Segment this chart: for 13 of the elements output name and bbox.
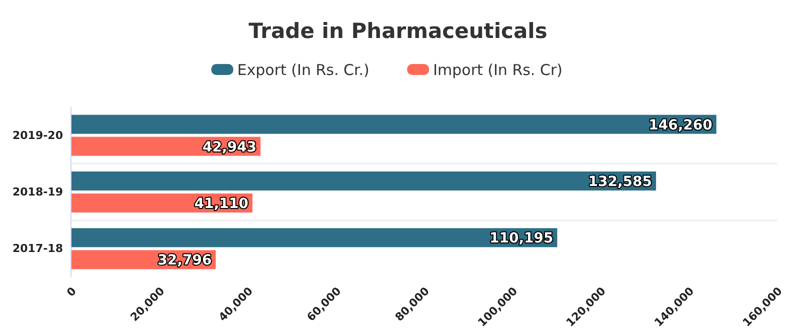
data-label: 32,796 — [158, 252, 212, 269]
y-tick-label: 2018-19 — [12, 186, 63, 199]
data-label: 132,585 — [588, 174, 652, 190]
data-label: 146,260 — [648, 117, 713, 134]
data-label: 110,195 — [489, 230, 554, 247]
legend-label: Import (In Rs. Cr) — [433, 61, 562, 79]
legend-label: Export (In Rs. Cr.) — [237, 61, 370, 79]
x-tick-label: 0 — [64, 284, 80, 300]
data-label: 42,943 — [202, 139, 256, 156]
y-tick-label: 2017-18 — [12, 242, 63, 256]
y-tick-label: 2019-20 — [12, 128, 64, 142]
chart-title: Trade in Pharmaceuticals — [248, 19, 548, 43]
data-label: 41,110 — [194, 196, 249, 212]
